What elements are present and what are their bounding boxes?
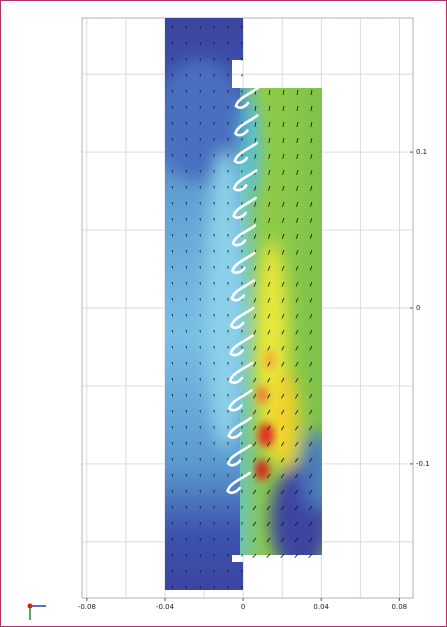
x-tick-label: 0.04: [313, 603, 329, 611]
y-tick-label: 0.1: [416, 148, 427, 156]
field: [155, 18, 330, 593]
axis-triad: [28, 604, 47, 621]
y-tick-label: -0.1: [416, 460, 430, 468]
x-tick-label: 0.08: [392, 603, 408, 611]
x-tick-label: 0: [241, 603, 245, 611]
x-tick-label: -0.08: [78, 603, 96, 611]
x-tick-label: -0.04: [156, 603, 175, 611]
y-tick-label: 0: [416, 304, 420, 312]
chart: -0.08 -0.04 0 0.04 0.08 0.1 0 -0.1: [0, 0, 447, 627]
